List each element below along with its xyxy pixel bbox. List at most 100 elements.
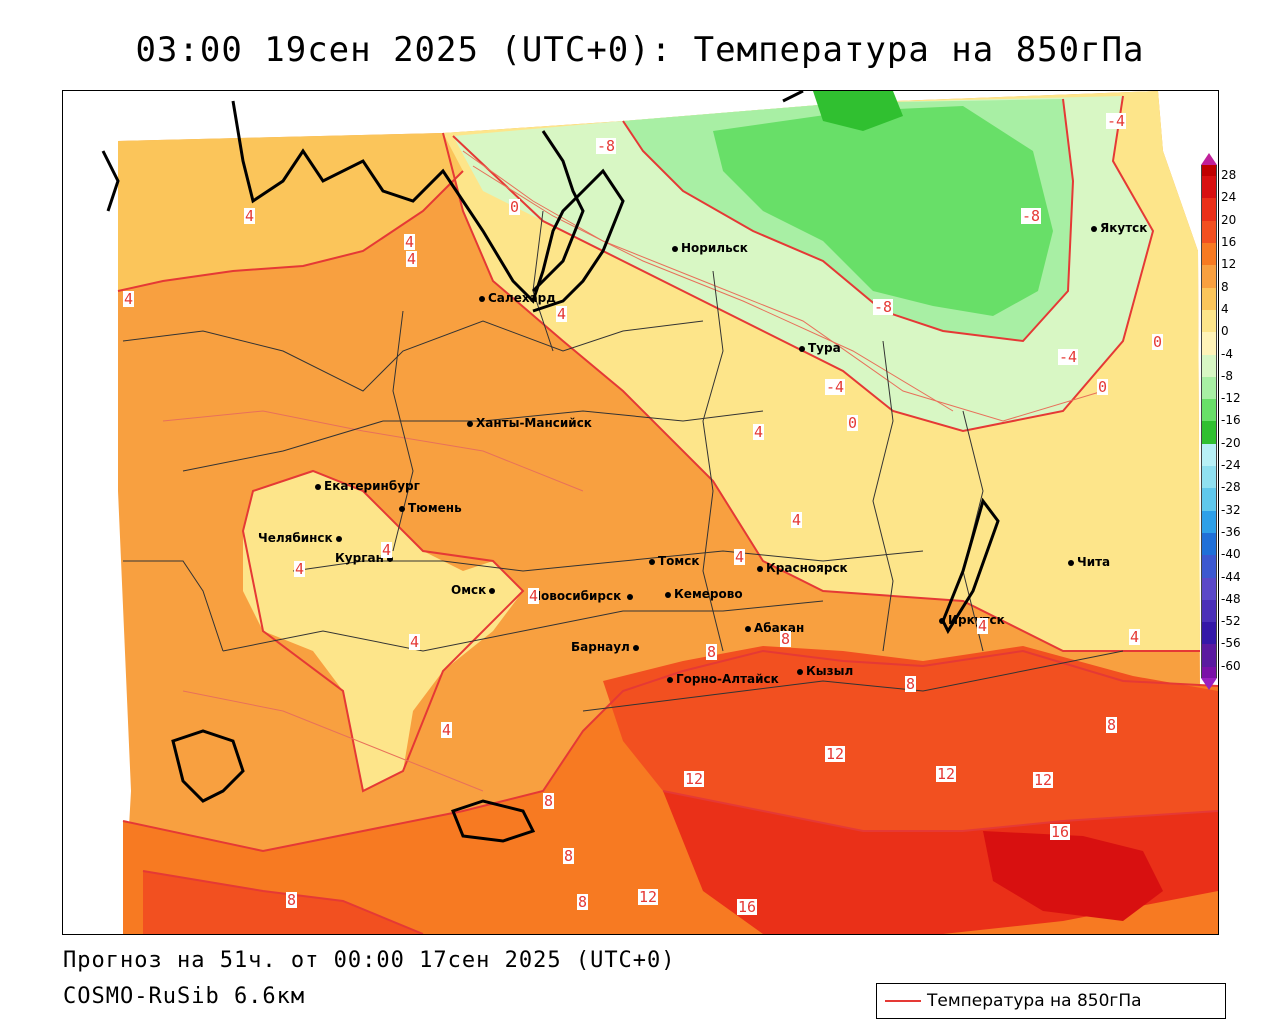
contour-label: 8 bbox=[1106, 716, 1118, 734]
colorbar-tick-label: 16 bbox=[1221, 235, 1237, 250]
city-marker-icon bbox=[649, 558, 655, 565]
contour-label: 16 bbox=[737, 898, 758, 916]
contour-label: 8 bbox=[286, 891, 298, 909]
colorbar-segment bbox=[1201, 265, 1217, 288]
colorbar-segment bbox=[1201, 599, 1217, 623]
city-abakan[interactable]: Абакан bbox=[745, 621, 804, 635]
city-marker-icon bbox=[745, 625, 751, 632]
contour-label: 4 bbox=[734, 548, 746, 566]
city-yakutsk[interactable]: Якутск bbox=[1091, 221, 1147, 235]
contour-label: 0 bbox=[1152, 333, 1164, 351]
map-title: 03:00 19сен 2025 (UTC+0): Температура на… bbox=[135, 30, 1145, 70]
city-tomsk[interactable]: Томск bbox=[649, 554, 700, 568]
contour-label: 0 bbox=[847, 414, 859, 432]
city-kyzyl[interactable]: Кызыл bbox=[797, 664, 853, 678]
region-borders bbox=[122, 210, 1124, 712]
city-marker-icon bbox=[315, 483, 321, 490]
colorbar-tick-label: 8 bbox=[1221, 279, 1229, 294]
city-marker-icon bbox=[799, 345, 805, 352]
contour-label: 8 bbox=[577, 893, 589, 911]
contour-label: -8 bbox=[1021, 207, 1042, 225]
forecast-map[interactable]: Норильск Якутск Салехард Тура Ханты-Манс… bbox=[62, 90, 1219, 935]
contour-label: 4 bbox=[244, 207, 256, 225]
city-tyumen[interactable]: Тюмень bbox=[399, 501, 462, 515]
forecast-info: Прогноз на 51ч. от 00:00 17сен 2025 (UTC… bbox=[63, 948, 676, 973]
city-omsk[interactable]: Омск bbox=[451, 583, 498, 597]
map-canvas bbox=[101, 91, 1218, 934]
colorbar-tick-label: -44 bbox=[1221, 569, 1241, 584]
colorbar-tick-label: -24 bbox=[1221, 458, 1241, 473]
city-marker-icon bbox=[939, 617, 945, 624]
colorbar-tick-label: -16 bbox=[1221, 413, 1241, 428]
colorbar-segment bbox=[1201, 443, 1217, 467]
legend-label: Температура на 850гПа bbox=[927, 991, 1142, 1011]
colorbar-tick-label: -36 bbox=[1221, 524, 1241, 539]
city-chita[interactable]: Чита bbox=[1068, 555, 1110, 569]
colorbar-tick-label: 24 bbox=[1221, 190, 1237, 205]
contour-label: 8 bbox=[563, 847, 575, 865]
colorbar-segment bbox=[1201, 332, 1217, 355]
colorbar-tick-label: 20 bbox=[1221, 212, 1237, 227]
contour-label: 4 bbox=[123, 290, 135, 308]
contour-label: 8 bbox=[780, 630, 792, 648]
city-marker-icon bbox=[399, 505, 405, 512]
colorbar-segment bbox=[1201, 510, 1217, 533]
city-marker-icon bbox=[757, 565, 763, 572]
contour-label: 4 bbox=[381, 541, 393, 559]
contour-label: 4 bbox=[409, 633, 421, 651]
city-irkutsk[interactable]: Иркутск bbox=[939, 613, 1005, 627]
city-krasnoyarsk[interactable]: Красноярск bbox=[757, 561, 848, 575]
city-marker-icon bbox=[797, 668, 803, 675]
colorbar-arrow-bottom bbox=[1201, 677, 1217, 690]
colorbar-segment bbox=[1201, 399, 1217, 422]
city-kemerovo[interactable]: Кемерово bbox=[665, 587, 743, 601]
coastlines bbox=[101, 91, 1000, 843]
city-barnaul[interactable]: Барнаул bbox=[571, 640, 642, 654]
city-marker-icon bbox=[335, 535, 342, 542]
colorbar-tick-label: -56 bbox=[1221, 636, 1241, 651]
city-gorno-altaysk[interactable]: Горно-Алтайск bbox=[667, 672, 779, 686]
colorbar-tick-label: -12 bbox=[1221, 391, 1241, 406]
city-salekhard[interactable]: Салехард bbox=[479, 291, 556, 305]
city-marker-icon bbox=[627, 593, 634, 600]
colorbar-segment bbox=[1201, 466, 1217, 489]
colorbar-tick-label: -20 bbox=[1221, 435, 1241, 450]
contour-label: 12 bbox=[638, 888, 659, 906]
model-name: COSMO-RuSib 6.6км bbox=[63, 984, 306, 1009]
contour-label: -4 bbox=[1058, 348, 1079, 366]
city-norilsk[interactable]: Норильск bbox=[672, 241, 748, 255]
city-marker-icon bbox=[489, 587, 496, 594]
colorbar-tick-label: 4 bbox=[1221, 301, 1229, 316]
contour-label: 0 bbox=[1097, 378, 1109, 396]
legend-line-swatch bbox=[885, 1000, 921, 1002]
contour-label: 12 bbox=[1033, 771, 1054, 789]
colorbar-segment bbox=[1201, 165, 1217, 177]
colorbar-tick-label: -52 bbox=[1221, 614, 1241, 629]
contour-label: 4 bbox=[977, 617, 989, 635]
colorbar-segment bbox=[1201, 198, 1217, 221]
colorbar-tick-label: -48 bbox=[1221, 591, 1241, 606]
colorbar-tick-label: -4 bbox=[1221, 346, 1233, 361]
map-legend: Температура на 850гПа bbox=[876, 983, 1226, 1019]
contour-label: 12 bbox=[825, 745, 846, 763]
contour-label: 8 bbox=[905, 675, 917, 693]
colorbar-tick-label: -28 bbox=[1221, 480, 1241, 495]
city-tura[interactable]: Тура bbox=[799, 341, 841, 355]
city-novosibirsk[interactable]: Новосибирск bbox=[531, 589, 636, 603]
colorbar-tick-label: -8 bbox=[1221, 368, 1233, 383]
colorbar-segment bbox=[1201, 555, 1217, 578]
colorbar-segment bbox=[1201, 644, 1217, 667]
colorbar-tick-label: -32 bbox=[1221, 502, 1241, 517]
city-yekaterinburg[interactable]: Екатеринбург bbox=[315, 479, 420, 493]
contour-label: -4 bbox=[1106, 112, 1127, 130]
colorbar-tick-label: 0 bbox=[1221, 324, 1229, 339]
city-khanty-mansiysk[interactable]: Ханты-Мансийск bbox=[467, 416, 592, 430]
colorbar-segment bbox=[1201, 666, 1217, 678]
city-kurgan[interactable]: Курган bbox=[335, 551, 396, 565]
city-marker-icon bbox=[479, 295, 485, 302]
contour-label: 4 bbox=[528, 587, 540, 605]
contour-label: 4 bbox=[406, 250, 418, 268]
city-chelyabinsk[interactable]: Челябинск bbox=[258, 531, 345, 545]
city-marker-icon bbox=[665, 591, 671, 598]
colorbar-segment bbox=[1201, 532, 1217, 556]
